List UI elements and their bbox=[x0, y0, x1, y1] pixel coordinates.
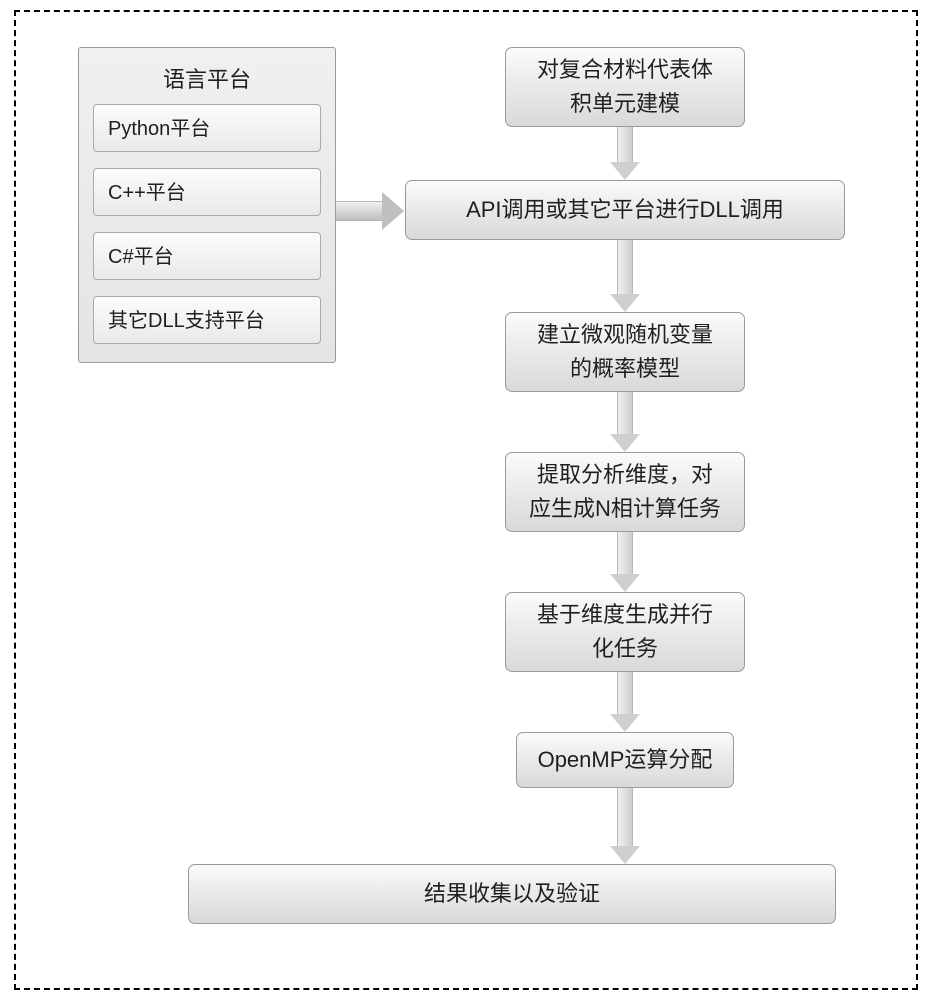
step-label: 建立微观随机变量的概率模型 bbox=[537, 318, 713, 386]
language-platform-panel: 语言平台 Python平台 C++平台 C#平台 其它DLL支持平台 bbox=[78, 47, 336, 363]
arrow-down-icon bbox=[610, 127, 640, 180]
arrow-down-icon bbox=[610, 672, 640, 732]
step-7-result-collect: 结果收集以及验证 bbox=[188, 864, 836, 924]
arrow-right-icon bbox=[336, 192, 406, 230]
step-6-openmp: OpenMP运算分配 bbox=[516, 732, 734, 788]
arrow-down-icon bbox=[610, 788, 640, 864]
step-2-api-dll-call: API调用或其它平台进行DLL调用 bbox=[405, 180, 845, 240]
lang-item-csharp: C#平台 bbox=[93, 232, 321, 280]
step-label: 基于维度生成并行化任务 bbox=[537, 598, 713, 666]
step-3-probability-model: 建立微观随机变量的概率模型 bbox=[505, 312, 745, 392]
language-platform-title: 语言平台 bbox=[79, 48, 335, 104]
step-5-parallel-tasks: 基于维度生成并行化任务 bbox=[505, 592, 745, 672]
step-label: 对复合材料代表体积单元建模 bbox=[537, 53, 713, 121]
arrow-down-icon bbox=[610, 392, 640, 452]
arrow-down-icon bbox=[610, 240, 640, 312]
step-1-modeling: 对复合材料代表体积单元建模 bbox=[505, 47, 745, 127]
step-label: API调用或其它平台进行DLL调用 bbox=[466, 193, 784, 227]
outer-dashed-frame: 语言平台 Python平台 C++平台 C#平台 其它DLL支持平台 对复合材料… bbox=[14, 10, 918, 990]
lang-item-cpp: C++平台 bbox=[93, 168, 321, 216]
step-4-extract-dimension: 提取分析维度，对应生成N相计算任务 bbox=[505, 452, 745, 532]
arrow-down-icon bbox=[610, 532, 640, 592]
step-label: 结果收集以及验证 bbox=[424, 877, 600, 911]
lang-item-other-dll: 其它DLL支持平台 bbox=[93, 296, 321, 344]
step-label: 提取分析维度，对应生成N相计算任务 bbox=[529, 458, 721, 526]
lang-item-python: Python平台 bbox=[93, 104, 321, 152]
step-label: OpenMP运算分配 bbox=[538, 743, 713, 777]
